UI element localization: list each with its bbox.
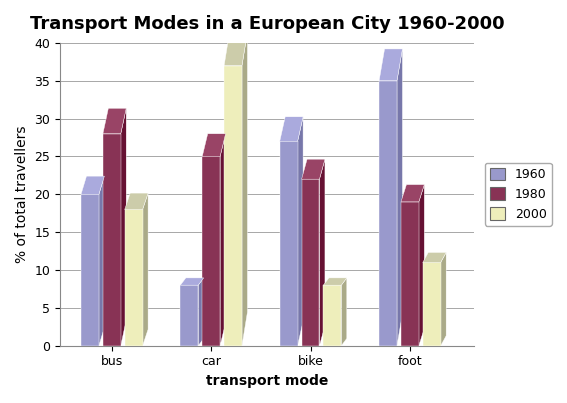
Polygon shape [143, 193, 148, 346]
X-axis label: transport mode: transport mode [206, 374, 328, 388]
Polygon shape [198, 278, 204, 346]
Polygon shape [224, 32, 247, 66]
Polygon shape [121, 108, 126, 346]
Bar [423, 262, 441, 346]
Bar [202, 156, 220, 346]
Polygon shape [202, 134, 226, 156]
Title: Transport Modes in a European City 1960-2000: Transport Modes in a European City 1960-… [30, 15, 505, 33]
Polygon shape [103, 108, 126, 134]
Polygon shape [441, 252, 446, 346]
Polygon shape [379, 49, 403, 81]
Polygon shape [319, 159, 325, 346]
Polygon shape [423, 252, 446, 262]
Bar [125, 210, 143, 346]
Polygon shape [99, 176, 104, 346]
Polygon shape [419, 185, 424, 346]
Bar [302, 179, 319, 346]
Polygon shape [280, 117, 303, 141]
Polygon shape [401, 185, 424, 202]
Polygon shape [242, 32, 247, 346]
Polygon shape [298, 117, 303, 346]
Polygon shape [302, 159, 325, 179]
Bar [401, 202, 419, 346]
Bar [81, 194, 99, 346]
Bar [180, 285, 198, 346]
Polygon shape [180, 278, 204, 285]
Bar [280, 141, 298, 346]
Polygon shape [323, 278, 347, 285]
Polygon shape [220, 134, 226, 346]
Bar [323, 285, 341, 346]
Legend: 1960, 1980, 2000: 1960, 1980, 2000 [485, 163, 552, 226]
Bar [103, 134, 121, 346]
Polygon shape [341, 278, 347, 346]
Y-axis label: % of total travellers: % of total travellers [15, 126, 29, 263]
Polygon shape [397, 49, 403, 346]
Bar [224, 66, 242, 346]
Polygon shape [81, 176, 104, 194]
Polygon shape [125, 193, 148, 210]
Bar [379, 81, 397, 346]
